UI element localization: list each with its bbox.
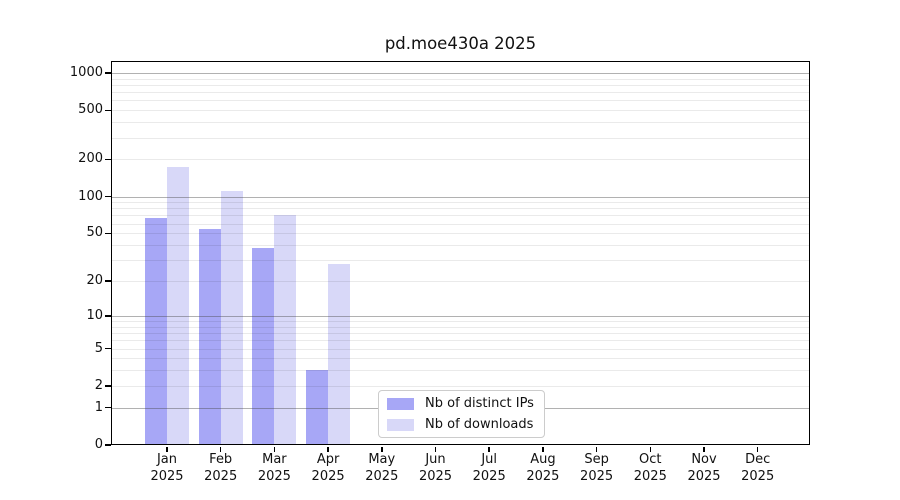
- x-tick-may: [381, 446, 383, 452]
- y-tick-label-0: 0: [94, 437, 103, 452]
- y-tick-label-20: 20: [86, 273, 103, 289]
- gridline-minor-600: [111, 100, 810, 102]
- gridline-minor-9: [111, 321, 810, 323]
- x-tick-jun: [434, 446, 437, 452]
- x-tick-label-may: May 2025: [365, 452, 399, 484]
- x-tick-label-mar: Mar 2025: [257, 452, 291, 484]
- gridline-minor-2: [111, 385, 810, 387]
- gridline-minor-20: [111, 281, 810, 283]
- y-tick-label-1000: 1000: [69, 65, 103, 80]
- y-tick-label-200: 200: [78, 151, 103, 167]
- y-tick-1: [105, 406, 111, 409]
- chart-title: pd.moe430a 2025: [384, 34, 537, 53]
- x-tick-jul: [488, 446, 490, 452]
- x-tick-label-dec: Dec 2025: [741, 452, 775, 484]
- y-tick-label-5: 5: [94, 340, 103, 356]
- legend-label-downloads: Nb of downloads: [425, 417, 534, 432]
- gridline-minor-70: [111, 215, 810, 217]
- x-tick-label-oct: Oct 2025: [633, 452, 667, 484]
- gridline-minor-400: [111, 122, 810, 124]
- y-tick-1000: [105, 72, 111, 74]
- gridline-minor-200: [111, 159, 810, 161]
- gridline-minor-3: [111, 370, 810, 372]
- bar-downloads-jan: [167, 166, 189, 445]
- y-tick-label-2: 2: [94, 377, 103, 393]
- x-tick-label-nov: Nov 2025: [687, 452, 721, 484]
- x-tick-label-jan: Jan 2025: [150, 452, 184, 484]
- x-tick-feb: [219, 446, 222, 452]
- bar-downloads-feb: [220, 191, 243, 445]
- gridline-minor-90: [111, 202, 810, 204]
- bar-downloads-mar: [274, 214, 297, 445]
- gridline-minor-8: [111, 326, 810, 328]
- legend-swatch-distinct-ips: [387, 397, 414, 410]
- y-tick-0: [105, 444, 111, 446]
- gridline-minor-800: [111, 85, 810, 86]
- gridline-minor-50: [111, 233, 810, 235]
- gridline-minor-500: [111, 110, 810, 112]
- y-tick-2: [105, 385, 111, 387]
- bar-distinct-ips-jan: [145, 217, 167, 445]
- y-tick-label-1: 1: [94, 399, 103, 415]
- gridline-minor-7: [111, 333, 810, 335]
- x-tick-mar: [273, 446, 276, 452]
- x-tick-label-jul: Jul 2025: [472, 452, 506, 484]
- x-tick-dec: [756, 446, 759, 452]
- y-tick-500: [105, 109, 111, 112]
- legend-item-downloads: Nb of downloads: [387, 417, 536, 433]
- gridline-minor-6: [111, 340, 810, 342]
- gridline-minor-40: [111, 245, 810, 247]
- x-tick-sep: [595, 446, 598, 452]
- y-tick-200: [105, 158, 111, 161]
- y-tick-label-500: 500: [78, 102, 103, 118]
- gridline-minor-60: [111, 223, 810, 225]
- x-tick-label-aug: Aug 2025: [526, 452, 560, 484]
- gridline-minor-300: [111, 137, 810, 139]
- legend: Nb of distinct IPs Nb of downloads: [378, 390, 545, 438]
- y-tick-5: [105, 347, 111, 350]
- y-tick-100: [105, 195, 111, 198]
- gridline-minor-30: [111, 260, 810, 262]
- x-tick-apr: [327, 446, 329, 452]
- gridline-major-1000: [111, 73, 810, 74]
- bar-distinct-ips-apr: [306, 370, 329, 445]
- gridline-minor-4: [111, 358, 810, 360]
- x-tick-label-sep: Sep 2025: [580, 452, 614, 484]
- gridline-major-10: [111, 315, 810, 317]
- y-tick-20: [105, 280, 111, 282]
- x-tick-aug: [542, 446, 544, 452]
- x-tick-oct: [649, 446, 652, 452]
- y-tick-10: [105, 315, 111, 317]
- gridline-minor-900: [111, 78, 810, 80]
- x-tick-label-apr: Apr 2025: [311, 452, 345, 484]
- x-tick-label-feb: Feb 2025: [204, 452, 238, 484]
- plot-area: [111, 61, 810, 445]
- gridline-minor-700: [111, 92, 810, 94]
- legend-label-distinct-ips: Nb of distinct IPs: [425, 396, 534, 411]
- y-tick-label-100: 100: [78, 188, 103, 204]
- x-tick-nov: [703, 446, 705, 452]
- x-tick-jan: [166, 446, 168, 452]
- gridline-minor-80: [111, 208, 810, 210]
- legend-swatch-downloads: [387, 418, 414, 431]
- bar-distinct-ips-feb: [198, 229, 221, 445]
- gridline-minor-5: [111, 348, 810, 350]
- y-tick-label-10: 10: [86, 307, 103, 323]
- legend-item-distinct-ips: Nb of distinct IPs: [387, 396, 536, 412]
- bar-distinct-ips-mar: [252, 247, 275, 445]
- y-tick-50: [105, 232, 111, 235]
- x-tick-label-jun: Jun 2025: [418, 452, 453, 484]
- bar-downloads-apr: [328, 263, 351, 445]
- gridline-major-100: [111, 196, 810, 198]
- y-tick-label-50: 50: [86, 225, 103, 241]
